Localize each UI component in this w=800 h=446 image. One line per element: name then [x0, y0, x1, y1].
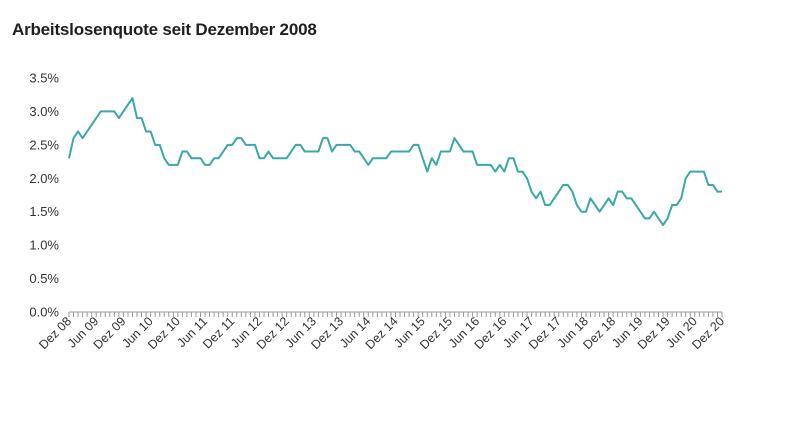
y-tick-label: 3.5% — [29, 71, 59, 86]
y-tick-label: 1.0% — [29, 238, 59, 253]
y-tick-label: 0.5% — [29, 271, 59, 286]
y-tick-label: 3.0% — [29, 104, 59, 119]
x-tick-label: Dez 08 — [36, 314, 74, 352]
y-tick-label: 2.5% — [29, 137, 59, 152]
y-tick-label: 1.5% — [29, 204, 59, 219]
series-layer — [68, 97, 722, 227]
y-tick-label: 2.0% — [29, 171, 59, 186]
x-minor-ticks — [68, 312, 723, 317]
chart-title: Arbeitslosenquote seit Dezember 2008 — [12, 20, 317, 39]
series-line — [68, 97, 722, 227]
y-axis: 0.0% 0.5% 1.0% 1.5% 2.0% 2.5% 3.0% 3.5% — [29, 71, 59, 320]
y-tick-label: 0.0% — [29, 305, 59, 320]
